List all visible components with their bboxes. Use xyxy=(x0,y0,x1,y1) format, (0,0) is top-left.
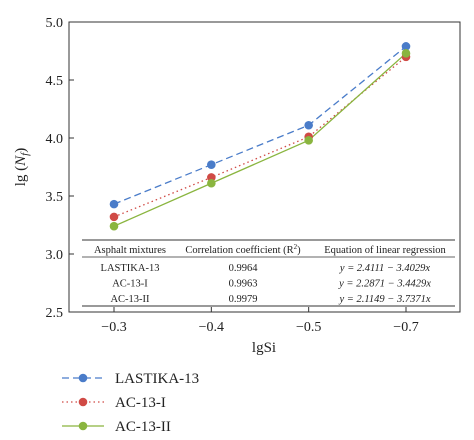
table-cell-r2: 0.9979 xyxy=(229,294,258,305)
data-point-2-0 xyxy=(109,221,119,231)
series-line-2 xyxy=(113,52,407,227)
table-header-r2-sup: 2 xyxy=(294,243,298,251)
x-axis-label: lgSi xyxy=(252,340,276,356)
table-cell-equation: y = 2.1149 − 3.7371x xyxy=(339,294,431,305)
y-axis-label: lg (Nf) xyxy=(13,148,31,187)
x-tick-label: −0.5 xyxy=(296,320,321,335)
table-header-mixture: Asphalt mixtures xyxy=(94,245,166,256)
regression-table: Asphalt mixtures Correlation coefficient… xyxy=(82,239,455,307)
x-axis: −0.3 −0.4 −0.5 −0.7 xyxy=(101,307,419,335)
x-tick-label: −0.7 xyxy=(393,320,418,335)
series-line-1 xyxy=(113,56,407,218)
table-cell-equation: y = 2.4111 − 3.4029x xyxy=(339,263,431,274)
data-point-2-2 xyxy=(304,136,313,145)
data-point-0-3 xyxy=(401,42,411,51)
series-layer xyxy=(109,42,411,231)
y-axis-label-prefix: lg ( xyxy=(13,166,29,186)
table-cell-mixture: AC-13-I xyxy=(112,279,148,290)
table-cell-mixture: LASTIKA-13 xyxy=(101,263,160,274)
legend-label-0: LASTIKA-13 xyxy=(115,371,199,387)
y-tick-label: 2.5 xyxy=(46,306,64,321)
legend-label-1: AC-13-I xyxy=(115,395,166,411)
data-point-0-1 xyxy=(207,160,216,169)
data-point-0-2 xyxy=(304,120,313,130)
data-point-1-0 xyxy=(109,212,119,222)
table-header-r2-text: Correlation coefficient (R xyxy=(185,245,293,256)
legend: LASTIKA-13 AC-13-I AC-13-II xyxy=(62,371,199,435)
plot-frame xyxy=(68,21,461,313)
table-rows: LASTIKA-13 0.9964 y = 2.4111 − 3.4029x AC-1… xyxy=(101,263,432,305)
x-tick-label: −0.3 xyxy=(101,320,126,335)
data-point-0-0 xyxy=(109,199,119,209)
legend-marker-1 xyxy=(78,397,88,407)
y-axis-label-suffix: ) xyxy=(13,148,29,153)
data-point-2-1 xyxy=(207,178,216,188)
legend-label-2: AC-13-II xyxy=(115,419,171,435)
y-tick-label: 4.0 xyxy=(46,132,64,147)
table-cell-r2: 0.9963 xyxy=(229,279,258,290)
y-axis-label-sub: f xyxy=(19,151,31,156)
table-header-equation: Equation of linear regression xyxy=(324,245,446,256)
table-cell-equation: y = 2.2871 − 3.4429x xyxy=(338,279,431,290)
series-line-0 xyxy=(113,45,407,205)
table-cell-r2: 0.9964 xyxy=(229,263,259,274)
table-header-r2: Correlation coefficient (R2) xyxy=(185,243,301,256)
y-tick-label: 5.0 xyxy=(46,16,64,31)
table-cell-mixture: AC-13-II xyxy=(110,294,150,305)
x-tick-label: −0.4 xyxy=(199,320,224,335)
y-tick-label: 3.0 xyxy=(46,248,64,263)
table-header-r2-close: ) xyxy=(297,245,301,256)
y-tick-label: 4.5 xyxy=(46,74,64,89)
data-point-2-3 xyxy=(401,49,411,58)
y-axis-label-var: N xyxy=(13,155,29,167)
legend-marker-0 xyxy=(78,373,88,383)
legend-marker-2 xyxy=(78,421,88,431)
y-axis: 2.5 3.0 3.5 4.0 4.5 5.0 xyxy=(46,16,74,321)
y-tick-label: 3.5 xyxy=(46,190,64,205)
